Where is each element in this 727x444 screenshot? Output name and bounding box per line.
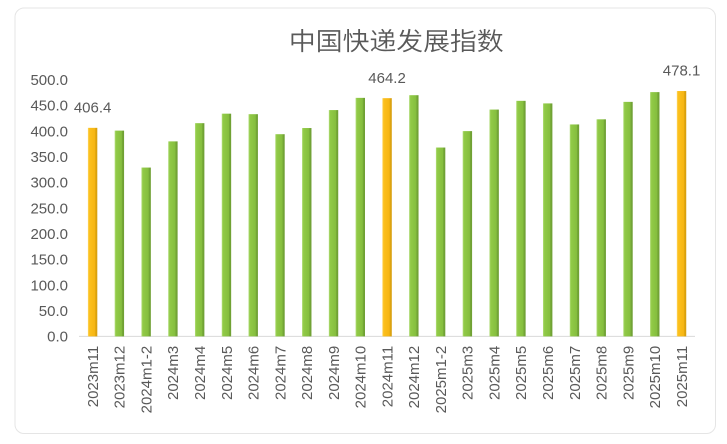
svg-text:350.0: 350.0 (30, 149, 68, 166)
svg-text:2024m11: 2024m11 (379, 346, 396, 407)
svg-text:2024m6: 2024m6 (246, 346, 263, 400)
svg-text:464.2: 464.2 (368, 70, 406, 87)
svg-text:400.0: 400.0 (30, 123, 68, 140)
svg-text:2024m7: 2024m7 (272, 346, 289, 400)
svg-text:0.0: 0.0 (47, 329, 68, 346)
svg-text:2025m5: 2025m5 (513, 346, 530, 400)
svg-text:2025m7: 2025m7 (567, 346, 584, 400)
svg-text:2025m6: 2025m6 (540, 346, 557, 400)
svg-text:2025m9: 2025m9 (620, 346, 637, 400)
svg-text:2024m4: 2024m4 (192, 346, 209, 400)
svg-text:2025m3: 2025m3 (460, 346, 477, 400)
svg-text:300.0: 300.0 (30, 175, 68, 192)
svg-text:2025m8: 2025m8 (594, 346, 611, 400)
svg-text:2025m11: 2025m11 (674, 346, 691, 407)
svg-text:2024m1-2: 2024m1-2 (138, 346, 155, 414)
svg-text:500.0: 500.0 (30, 72, 68, 89)
svg-text:250.0: 250.0 (30, 200, 68, 217)
svg-text:450.0: 450.0 (30, 98, 68, 115)
svg-text:200.0: 200.0 (30, 226, 68, 243)
svg-text:2024m10: 2024m10 (353, 346, 370, 409)
svg-text:2024m3: 2024m3 (165, 346, 182, 400)
svg-text:2023m11: 2023m11 (85, 346, 102, 407)
svg-text:2023m12: 2023m12 (112, 346, 129, 409)
svg-text:2024m5: 2024m5 (219, 346, 236, 400)
svg-text:2025m4: 2025m4 (486, 346, 503, 400)
svg-text:100.0: 100.0 (30, 277, 68, 294)
svg-text:2024m8: 2024m8 (299, 346, 316, 400)
svg-text:2024m9: 2024m9 (326, 346, 343, 400)
svg-text:50.0: 50.0 (39, 303, 68, 320)
svg-text:2025m1-2: 2025m1-2 (433, 346, 450, 414)
svg-text:2024m12: 2024m12 (406, 346, 423, 409)
svg-text:2025m10: 2025m10 (647, 346, 664, 409)
svg-text:150.0: 150.0 (30, 252, 68, 269)
svg-text:478.1: 478.1 (663, 63, 701, 80)
svg-text:406.4: 406.4 (74, 99, 112, 116)
